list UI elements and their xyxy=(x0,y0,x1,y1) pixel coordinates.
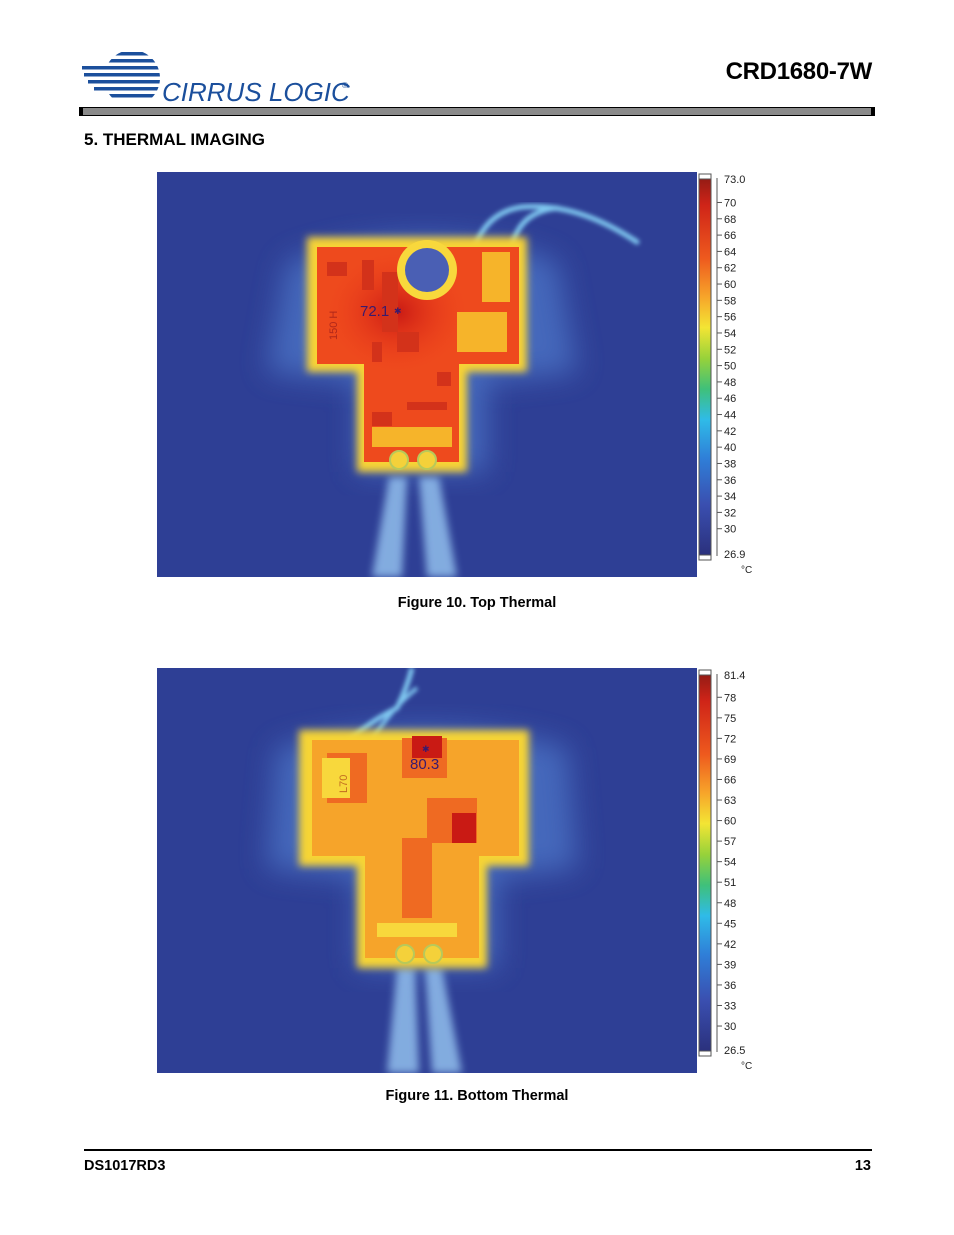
scale-min-label: 26.5 xyxy=(724,1045,745,1057)
scale-tick-label: 48 xyxy=(724,377,736,389)
scale-tick-label: 63 xyxy=(724,795,736,807)
page-number: 13 xyxy=(854,1158,871,1174)
scale-tick-label: 33 xyxy=(724,1000,736,1012)
header-divider xyxy=(79,107,875,116)
scale-tick-label: 40 xyxy=(724,442,736,454)
scale-tick-label: 42 xyxy=(724,939,736,951)
scale-tick-label: 57 xyxy=(724,836,736,848)
hotspot-marker-icon: ✱ xyxy=(394,306,402,316)
top-thermal-image: 150 H 72.1 ✱ xyxy=(157,172,697,577)
scale-tick-label: 60 xyxy=(724,816,736,828)
scale-max-label: 73.0 xyxy=(724,174,745,186)
scale-tick-label: 44 xyxy=(724,410,736,422)
scale-tick-label: 78 xyxy=(724,692,736,704)
footer-doc-id: DS1017RD3 xyxy=(84,1158,166,1174)
scale-tick-label: 30 xyxy=(724,524,736,536)
scale-tick-label: 45 xyxy=(724,918,736,930)
bottom-thermal-image: L70 80.3 ✱ xyxy=(157,668,697,1073)
scale-tick-label: 58 xyxy=(724,295,736,307)
scale-tick-label: 60 xyxy=(724,279,736,291)
scale-tick-label: 54 xyxy=(724,857,736,869)
scale-tick-label: 42 xyxy=(724,426,736,438)
figure-10-caption: Figure 10. Top Thermal xyxy=(397,595,557,611)
scale-tick-label: 34 xyxy=(724,491,736,503)
hotspot-label: 80.3 xyxy=(410,756,439,773)
registered-mark: ® xyxy=(342,81,348,90)
scale-tick-label: 66 xyxy=(724,230,736,242)
footer-divider xyxy=(84,1149,872,1151)
scale-tick-label: 64 xyxy=(724,246,736,258)
scale-tick-label: 51 xyxy=(724,877,736,889)
scale-tick-label: 68 xyxy=(724,214,736,226)
scale-tick-label: 48 xyxy=(724,898,736,910)
scale-tick-label: 46 xyxy=(724,393,736,405)
scale-tick-label: 30 xyxy=(724,1021,736,1033)
scale-tick-label: 52 xyxy=(724,344,736,356)
hotspot-label: 72.1 xyxy=(360,303,389,320)
scale-tick-label: 50 xyxy=(724,361,736,373)
top-thermal-color-scale: 70 68 66 64 62 60 58 56 54 52 50 48 46 44 42 40 38 36 34 32… xyxy=(698,173,752,576)
scale-max-label: 81.4 xyxy=(724,670,745,682)
section-heading: 5. THERMAL IMAGING xyxy=(84,130,266,149)
scale-tick-label: 38 xyxy=(724,458,736,470)
scale-tick-label: 69 xyxy=(724,754,736,766)
svg-text:150 H: 150 H xyxy=(328,311,340,340)
scale-tick-label: 56 xyxy=(724,312,736,324)
scale-tick-label: 39 xyxy=(724,959,736,971)
cirrus-logic-logo: CIRRUS LOGIC ® xyxy=(82,52,350,107)
figure-11-caption: Figure 11. Bottom Thermal xyxy=(385,1088,569,1104)
hotspot-marker-icon: ✱ xyxy=(422,744,430,754)
document-title: CRD1680-7W xyxy=(725,58,873,85)
scale-tick-label: 66 xyxy=(724,774,736,786)
scale-unit-label: °C xyxy=(741,1061,752,1072)
logo-wordmark: CIRRUS LOGIC xyxy=(162,77,350,107)
scale-tick-label: 36 xyxy=(724,475,736,487)
scale-unit-label: °C xyxy=(741,565,752,576)
scale-tick-label: 36 xyxy=(724,980,736,992)
scale-tick-label: 72 xyxy=(724,733,736,745)
svg-text:L70: L70 xyxy=(338,775,350,793)
scale-tick-label: 75 xyxy=(724,713,736,725)
scale-tick-label: 70 xyxy=(724,197,736,209)
scale-tick-label: 32 xyxy=(724,507,736,519)
scale-min-label: 26.9 xyxy=(724,549,745,561)
scale-tick-label: 62 xyxy=(724,263,736,275)
scale-tick-label: 54 xyxy=(724,328,736,340)
